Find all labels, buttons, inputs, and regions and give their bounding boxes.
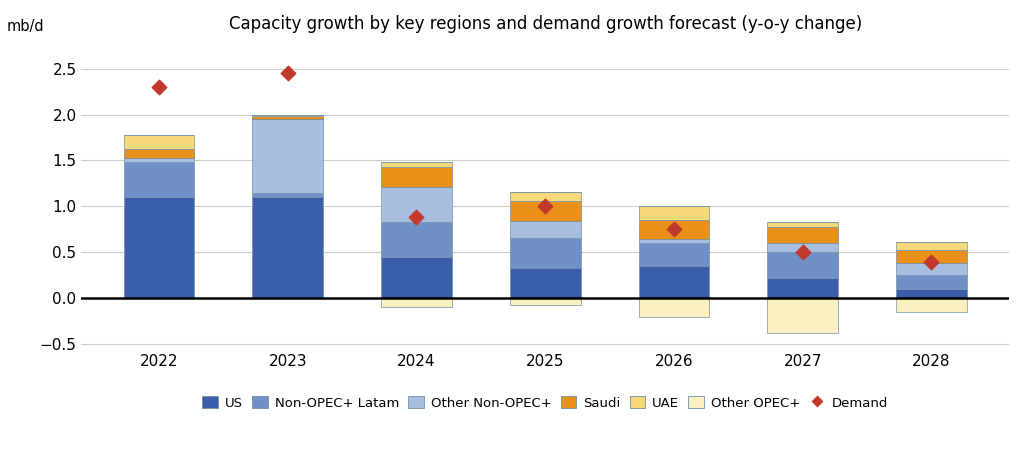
Bar	[639, 298, 710, 316]
Bar	[124, 135, 195, 149]
Bar	[124, 162, 195, 197]
Bar	[896, 289, 967, 298]
Bar	[252, 114, 324, 116]
Bar	[124, 149, 195, 158]
Bar	[510, 237, 581, 268]
Bar	[510, 298, 581, 305]
Demand	[409, 214, 425, 221]
Bar	[896, 263, 967, 275]
Bar	[510, 221, 581, 237]
Bar	[381, 167, 452, 187]
Bar	[381, 298, 452, 307]
Bar	[639, 220, 710, 238]
Bar	[124, 197, 195, 298]
Bar	[896, 242, 967, 250]
Bar	[896, 250, 967, 263]
Bar	[381, 222, 452, 257]
Bar	[767, 227, 838, 243]
Bar	[381, 257, 452, 298]
Demand	[537, 202, 553, 210]
Bar	[381, 162, 452, 167]
Bar	[767, 243, 838, 253]
Bar	[896, 298, 967, 312]
Bar	[252, 116, 324, 119]
Bar	[896, 275, 967, 289]
Bar	[510, 201, 581, 221]
Demand	[924, 258, 940, 265]
Bar	[252, 119, 324, 193]
Bar	[124, 158, 195, 162]
Demand	[795, 249, 811, 256]
Demand	[151, 83, 167, 91]
Y-axis label: mb/d: mb/d	[7, 18, 45, 34]
Bar	[381, 187, 452, 222]
Bar	[639, 206, 710, 220]
Bar	[252, 197, 324, 298]
Demand	[666, 226, 682, 233]
Bar	[767, 298, 838, 333]
Bar	[639, 238, 710, 243]
Legend: US, Non-OPEC+ Latam, Other Non-OPEC+, Saudi, UAE, Other OPEC+, Demand: US, Non-OPEC+ Latam, Other Non-OPEC+, Sa…	[198, 391, 893, 415]
Bar	[639, 243, 710, 266]
Bar	[639, 266, 710, 298]
Bar	[767, 253, 838, 278]
Bar	[767, 278, 838, 298]
Bar	[510, 268, 581, 298]
Demand	[280, 70, 296, 77]
Bar	[252, 193, 324, 197]
Title: Capacity growth by key regions and demand growth forecast (y-o-y change): Capacity growth by key regions and deman…	[228, 15, 862, 33]
Bar	[767, 222, 838, 227]
Bar	[510, 192, 581, 201]
